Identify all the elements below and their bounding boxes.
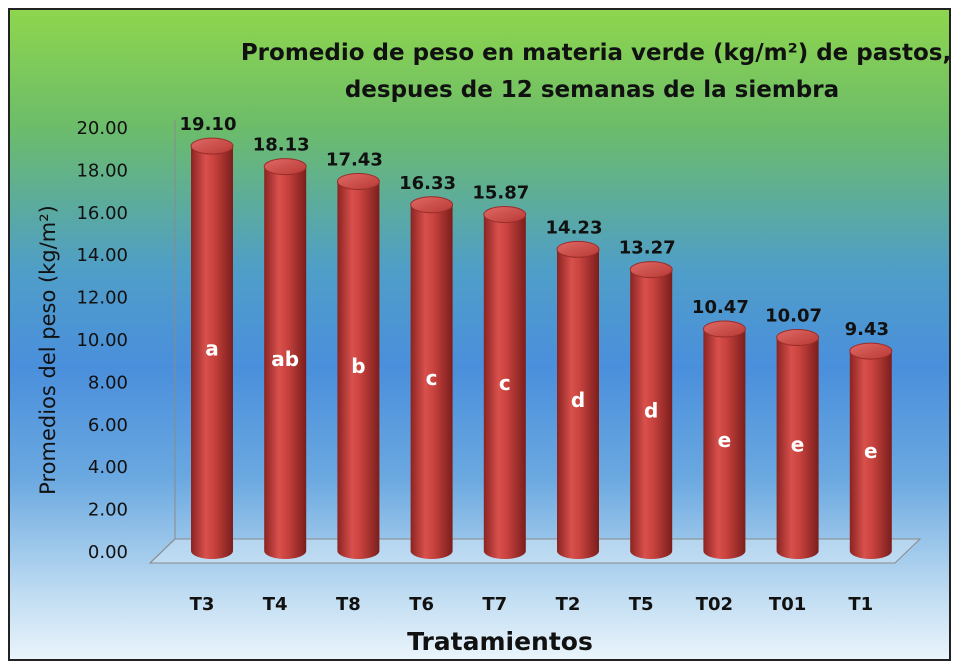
bar-T01: 10.07 e — [765, 306, 822, 559]
chart-title-line1: Promedio de peso en materia verde (kg/m²… — [241, 40, 949, 66]
bar-T3: 19.10 a — [180, 114, 237, 559]
bar-T02: 10.47 e — [692, 297, 749, 559]
bar-top — [556, 240, 600, 258]
bar-body — [191, 146, 233, 559]
bar-top — [776, 329, 820, 347]
bar-group-letter: e — [864, 439, 878, 463]
x-axis-label: Tratamientos — [407, 627, 593, 656]
bar-T2: 14.23 d — [546, 217, 603, 559]
x-tick-label: T8 — [336, 594, 361, 615]
x-tick-label: T02 — [696, 594, 733, 615]
y-tick-label: 8.00 — [88, 372, 128, 393]
bar-top — [702, 320, 746, 338]
chart-frame: Promedio de peso en materia verde (kg/m²… — [8, 8, 951, 661]
bar-T6: 16.33 c — [399, 173, 456, 559]
bar-top — [263, 158, 307, 176]
bar-body — [849, 351, 892, 559]
y-tick-label: 0.00 — [88, 542, 128, 563]
bar-value-label: 14.23 — [546, 217, 603, 238]
bar-T5: 13.27 d — [619, 238, 676, 559]
bar-T8: 17.43 b — [326, 149, 383, 559]
bar-value-label: 18.13 — [253, 135, 310, 156]
bar-T7: 15.87 c — [472, 183, 529, 559]
bar-body — [776, 337, 819, 559]
bar-body — [483, 214, 526, 559]
y-tick-label: 16.00 — [76, 203, 128, 224]
x-tick-label: T5 — [629, 594, 654, 615]
bar-body — [264, 166, 307, 560]
bar-top — [336, 172, 380, 190]
bar-group-letter: e — [718, 428, 732, 452]
bar-value-label: 10.47 — [692, 297, 749, 318]
y-tick-label: 6.00 — [88, 415, 128, 436]
bar-group-letter: a — [205, 337, 219, 361]
bar-top — [410, 196, 454, 214]
bar-value-label: 16.33 — [399, 173, 456, 194]
x-tick-label: T1 — [848, 594, 873, 615]
bar-group-letter: d — [571, 388, 585, 412]
bar-group-letter: ab — [271, 347, 299, 371]
x-axis-tick-labels: T3 T4 T8 T6 T7 T2 T5 T02 T01 T1 — [190, 594, 874, 615]
bars: 19.10a18.13ab17.43b16.33c15.87c14.23d13.… — [180, 114, 893, 560]
bar-body — [630, 269, 673, 559]
bar-group-letter: c — [426, 366, 438, 390]
bar-T4: 18.13 ab — [253, 135, 310, 560]
x-tick-label: T01 — [769, 594, 806, 615]
bar-value-label: 10.07 — [765, 306, 822, 327]
bar-body — [703, 329, 746, 559]
bar-value-label: 13.27 — [619, 238, 676, 259]
bar-value-label: 15.87 — [472, 183, 529, 204]
x-tick-label: T2 — [556, 594, 581, 615]
bar-T1: 9.43 e — [845, 319, 893, 559]
y-axis-label: Promedios del peso (kg/m²) — [36, 205, 60, 495]
bar-value-label: 17.43 — [326, 149, 383, 170]
y-axis-ticks: 0.00 2.00 4.00 6.00 8.00 10.00 12.00 14.00 16.00… — [76, 118, 128, 563]
bar-body — [410, 204, 453, 559]
bar-value-label: 9.43 — [845, 319, 889, 340]
y-tick-label: 12.00 — [76, 288, 128, 309]
bar-group-letter: d — [644, 398, 658, 422]
x-tick-label: T3 — [190, 594, 215, 615]
y-tick-label: 14.00 — [76, 245, 128, 266]
bar-group-letter: e — [791, 432, 805, 456]
bar-top — [849, 342, 893, 360]
bar-group-letter: b — [351, 354, 365, 378]
y-tick-label: 10.00 — [76, 330, 128, 351]
bar-top — [483, 206, 527, 224]
chart-title-line2: despues de 12 semanas de la siembra — [345, 77, 839, 103]
x-tick-label: T4 — [263, 594, 288, 615]
y-tick-label: 20.00 — [76, 118, 128, 139]
bar-top — [190, 137, 234, 155]
bar-top — [629, 261, 673, 279]
bar-group-letter: c — [499, 371, 511, 395]
y-tick-label: 18.00 — [76, 160, 128, 181]
x-tick-label: T6 — [409, 594, 434, 615]
bar-value-label: 19.10 — [180, 114, 237, 135]
bar-body — [337, 181, 380, 559]
y-tick-label: 4.00 — [88, 457, 128, 478]
bar-chart: Promedio de peso en materia verde (kg/m²… — [36, 40, 949, 656]
y-tick-label: 2.00 — [88, 500, 128, 521]
bar-body — [557, 249, 599, 559]
x-tick-label: T7 — [482, 594, 507, 615]
